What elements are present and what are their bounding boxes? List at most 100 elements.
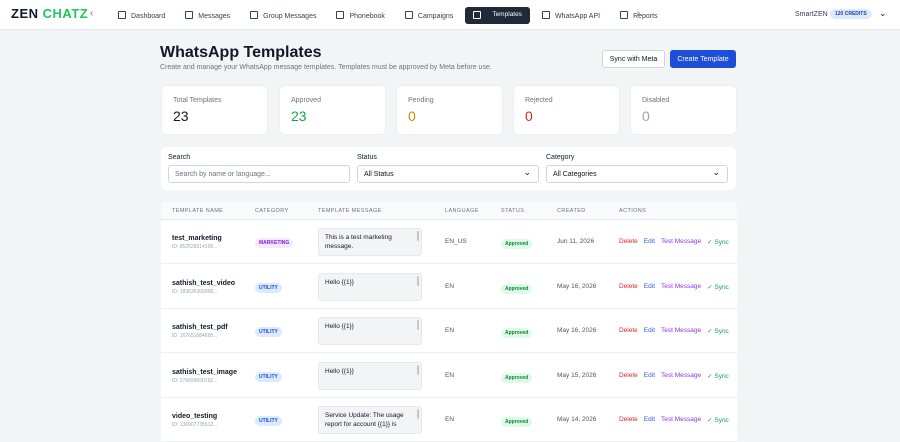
template-id: ID: 276699650192...	[172, 377, 218, 384]
action-link[interactable]: Test Message	[661, 327, 702, 334]
nav-item[interactable]: Campaigns	[397, 7, 461, 24]
created-date: May 14, 2026	[557, 416, 597, 423]
action-link[interactable]: Delete	[619, 282, 638, 290]
language: EN	[445, 282, 455, 290]
action-link[interactable]: ✓ Sync	[707, 239, 729, 246]
template-name: sathish_test_pdf	[172, 324, 228, 331]
table-header: TEMPLATE NAME CATEGORY TEMPLATE MESSAGE LAN…	[161, 202, 737, 220]
action-link[interactable]: ✓ Sync	[707, 372, 729, 380]
category-badge: UTILITY	[255, 371, 282, 382]
language: EN_US	[445, 238, 467, 245]
logo-text: ZEN	[11, 6, 39, 21]
filter-label: Category	[546, 154, 575, 161]
nav-item[interactable]: Dashboard	[110, 7, 173, 24]
category-badge: UTILITY	[255, 282, 282, 293]
action-link[interactable]: Test Message	[661, 238, 702, 245]
nav-items: Dashboard Messages Group Messages Phonebook…	[110, 7, 666, 24]
column-header: ACTIONS	[619, 208, 647, 214]
action-link[interactable]: Edit	[643, 416, 655, 423]
action-link[interactable]: ✓ Sync	[707, 328, 729, 335]
user-name[interactable]: SmartZEN	[795, 11, 828, 18]
template-name: sathish_test_video	[172, 279, 236, 287]
template-id: ID: 136907735512...	[172, 422, 218, 428]
action-link[interactable]: Edit	[643, 238, 655, 245]
status-badge: Approved	[501, 417, 533, 427]
created-date: Jun 11, 2026	[557, 238, 595, 245]
column-header: CREATED	[557, 208, 586, 214]
status-badge: Approved	[501, 239, 533, 249]
nav-item[interactable]: WhatsApp API	[534, 7, 608, 24]
table-row: sathish_test_video ID: 183635300068... UTI…	[161, 265, 737, 309]
action-link[interactable]: Edit	[643, 282, 655, 290]
stat-value: 0	[525, 108, 533, 124]
filter-label: Status	[357, 154, 377, 161]
sync-button[interactable]: Sync with Meta	[602, 50, 665, 68]
action-link[interactable]: Edit	[643, 327, 655, 334]
stat-value: 23	[173, 108, 189, 124]
name-cell: sathish_test_pdf ID: 167651684695...	[172, 324, 228, 339]
action-link[interactable]: ✓ Sync	[707, 417, 729, 424]
template-id: ID: 183635300068...	[172, 288, 218, 295]
message-preview: Hello {{1}}	[318, 317, 422, 345]
action-link[interactable]: Edit	[643, 371, 655, 379]
name-cell: sathish_test_image ID: 276699650192...	[172, 369, 237, 384]
nav-item[interactable]: Phonebook	[328, 7, 392, 24]
filter-label: Search	[168, 154, 191, 161]
action-link[interactable]: Delete	[619, 238, 638, 245]
nav-item[interactable]: Group Messages	[242, 7, 324, 24]
action-link[interactable]: ✓ Sync	[707, 283, 729, 291]
stat-label: Approved	[291, 97, 321, 104]
top-nav: ZEN CHATZ ‹ Dashboard Messages Group Messa…	[0, 0, 900, 30]
nav-item[interactable]: Messages	[177, 7, 238, 24]
actions: Delete Edit Test Message ✓ Sync	[619, 283, 729, 291]
status-select[interactable]: All Status	[357, 165, 539, 183]
filter-panel: Search Search by name or language... Sta…	[161, 147, 736, 190]
stat-card: Disabled 0	[630, 85, 737, 135]
nav-item[interactable]: Templates	[465, 7, 530, 24]
table-row: test_marketing ID: 852528014199... MARKETI…	[161, 220, 737, 264]
name-cell: sathish_test_video ID: 183635300068...	[172, 280, 235, 295]
action-link[interactable]: Delete	[619, 371, 638, 379]
stat-label: Total Templates	[173, 97, 222, 104]
action-link[interactable]: Test Message	[661, 371, 702, 379]
actions: Delete Edit Test Message ✓ Sync	[619, 372, 729, 380]
status-badge: Approved	[501, 372, 533, 383]
nav-prev[interactable]: ‹	[90, 8, 94, 19]
stat-card: Approved 23	[279, 85, 386, 135]
created-date: May 15, 2026	[557, 371, 597, 379]
logo-text: CHATZ	[42, 6, 89, 21]
table-row: sathish_test_pdf ID: 167651684695... UTILI…	[161, 309, 737, 353]
search-input[interactable]: Search by name or language...	[168, 165, 350, 183]
actions: Delete Edit Test Message ✓ Sync	[619, 416, 729, 424]
action-link[interactable]: Delete	[619, 416, 638, 423]
category-badge: UTILITY	[255, 327, 282, 337]
name-cell: video_testing ID: 136907735512...	[172, 413, 217, 428]
language: EN	[445, 416, 455, 423]
stat-label: Pending	[408, 97, 434, 104]
category-select[interactable]: All Categories	[546, 165, 728, 183]
action-link[interactable]: Delete	[619, 327, 638, 334]
stat-card: Rejected 0	[513, 85, 620, 135]
nav-next[interactable]: ›	[637, 8, 641, 19]
nav-item[interactable]: Reports	[612, 7, 666, 24]
table-row: video_testing ID: 136907735512... UTILITY S…	[161, 398, 737, 442]
template-name: video_testing	[172, 413, 218, 420]
template-name: test_marketing	[172, 235, 222, 242]
created-date: May 16, 2026	[557, 282, 597, 290]
stat-label: Disabled	[642, 97, 670, 104]
user-menu[interactable]: ⌄	[879, 8, 887, 18]
created-date: May 16, 2026	[557, 327, 597, 334]
page-subtitle: Create and manage your WhatsApp message …	[160, 64, 492, 71]
message-preview: Service Update: The usage report for acc…	[318, 406, 422, 434]
stat-card: Total Templates 23	[161, 85, 268, 135]
message-preview: Hello {{1}}	[318, 272, 422, 301]
logo[interactable]: ZEN CHATZ	[11, 6, 88, 21]
message-preview: Hello {{1}}	[318, 361, 422, 390]
status-badge: Approved	[501, 328, 533, 338]
create-button[interactable]: Create Template	[670, 50, 736, 68]
template-name: sathish_test_image	[172, 368, 237, 376]
action-link[interactable]: Test Message	[661, 282, 702, 290]
action-link[interactable]: Test Message	[661, 416, 702, 423]
stat-value: 0	[408, 108, 416, 124]
message-preview: This is a test marketing message.	[318, 228, 422, 256]
